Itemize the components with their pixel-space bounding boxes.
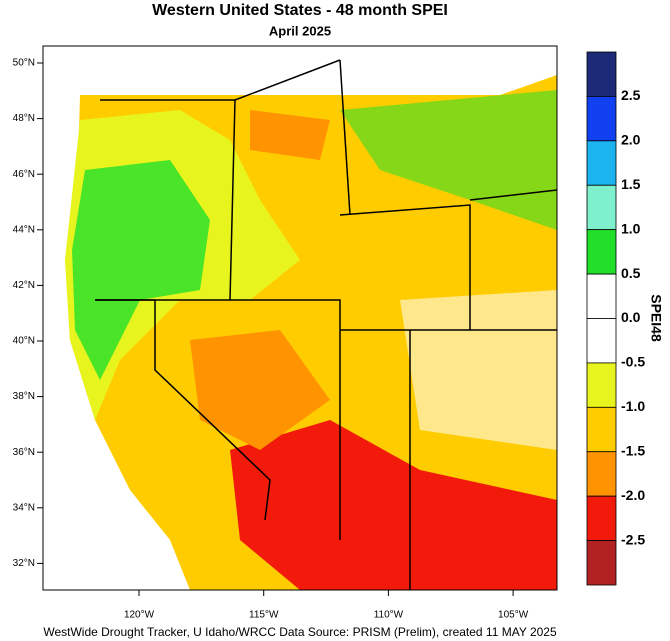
colorbar-segment bbox=[586, 51, 617, 97]
map-area bbox=[42, 45, 558, 591]
subtitle: April 2025 bbox=[269, 23, 331, 38]
title: Western United States - 48 month SPEI bbox=[152, 2, 448, 19]
colorbar-segment bbox=[586, 495, 617, 541]
wet-region bbox=[340, 90, 557, 230]
lon-label: 105°W bbox=[498, 610, 529, 621]
colorbar-label: 2.5 bbox=[621, 87, 641, 103]
wet-region bbox=[72, 160, 210, 380]
colorbar: 2.5 2.0 1.5 1.0 0.5 0.0 -0.5 -1.0 -1.5 -2.0 -2.5 bbox=[586, 51, 645, 586]
lon-label: 110°W bbox=[374, 610, 404, 621]
state-borders bbox=[95, 59, 557, 590]
lat-label: 34°N bbox=[13, 502, 35, 513]
colorbar-segment bbox=[586, 96, 617, 142]
colorbar-label: -1.5 bbox=[621, 442, 645, 458]
colorbar-label: -2.0 bbox=[621, 487, 645, 503]
colorbar-label: 0.0 bbox=[621, 309, 641, 325]
lat-label: 42°N bbox=[13, 280, 35, 291]
colorbar-segment bbox=[586, 406, 617, 453]
colorbar-label: -1.0 bbox=[621, 398, 645, 414]
lat-label: 38°N bbox=[13, 391, 35, 402]
footer: WestWide Drought Tracker, U Idaho/WRCC D… bbox=[43, 625, 557, 639]
lat-label: 50°N bbox=[13, 58, 35, 69]
lat-label: 36°N bbox=[13, 447, 35, 458]
colorbar-label: 1.5 bbox=[621, 176, 641, 192]
colorbar-segment bbox=[586, 273, 617, 319]
colorbar-label: -0.5 bbox=[621, 354, 645, 370]
lat-label: 32°N bbox=[13, 558, 35, 569]
colorbar-segment bbox=[586, 362, 617, 408]
colorbar-label: 1.0 bbox=[621, 220, 641, 236]
colorbar-segment bbox=[586, 184, 617, 231]
lon-label: 115°W bbox=[249, 610, 279, 621]
colorbar-segment bbox=[586, 229, 617, 275]
dry-region bbox=[250, 110, 330, 160]
lat-label: 44°N bbox=[13, 224, 35, 235]
colorbar-segment bbox=[586, 451, 617, 497]
lon-label: 120°W bbox=[124, 610, 155, 621]
colorbar-segment bbox=[586, 540, 617, 586]
dry-region bbox=[230, 420, 557, 590]
colorbar-segment bbox=[586, 318, 617, 364]
colorbar-label: 0.5 bbox=[621, 265, 641, 281]
axes: 50°N 48°N 46°N 44°N 42°N 40°N 38°N 36°N 34°N 32°N… bbox=[13, 58, 529, 621]
lat-label: 40°N bbox=[13, 336, 35, 347]
colorbar-label: 2.0 bbox=[621, 132, 641, 148]
colorbar-title: SPEI48 bbox=[648, 294, 664, 342]
colorbar-segment bbox=[586, 140, 617, 186]
colorbar-label: -2.5 bbox=[621, 531, 645, 547]
dry-region bbox=[190, 330, 330, 450]
neutral-region bbox=[400, 290, 557, 450]
lat-label: 46°N bbox=[13, 169, 35, 180]
lat-label: 48°N bbox=[13, 113, 35, 124]
